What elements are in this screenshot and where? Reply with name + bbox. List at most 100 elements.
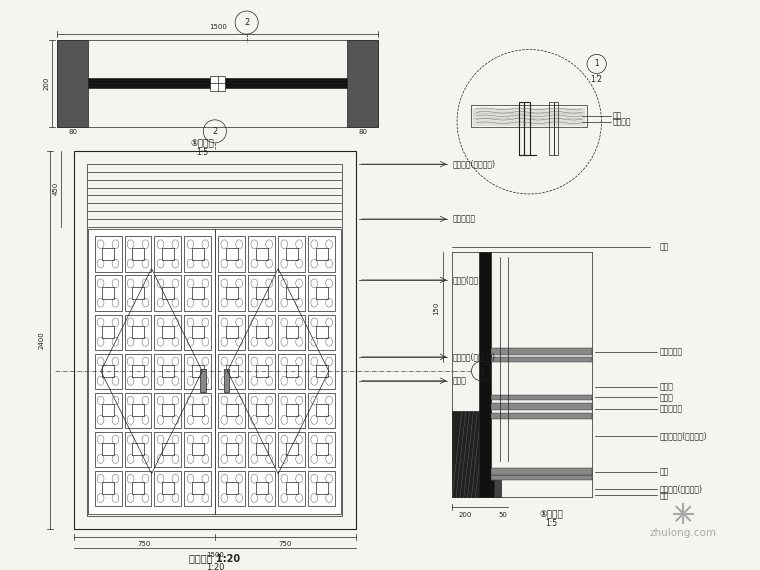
Bar <box>491 403 592 410</box>
Bar <box>125 237 151 271</box>
Bar <box>125 353 151 389</box>
Bar <box>94 275 122 311</box>
Bar <box>286 326 298 338</box>
Bar <box>309 393 335 428</box>
Bar <box>102 404 114 416</box>
Bar <box>102 248 114 260</box>
Bar <box>309 315 335 349</box>
Text: 2: 2 <box>212 127 217 136</box>
Bar <box>249 471 275 506</box>
Text: 1: 1 <box>479 367 483 376</box>
Bar <box>192 365 204 377</box>
Bar <box>132 365 144 377</box>
Bar <box>154 471 182 506</box>
Bar <box>286 287 298 299</box>
Bar <box>491 413 592 419</box>
Bar <box>102 287 114 299</box>
Bar <box>255 404 268 416</box>
Bar <box>192 287 204 299</box>
Bar <box>162 404 174 416</box>
Bar <box>315 482 328 494</box>
Bar <box>286 482 298 494</box>
Bar <box>315 287 328 299</box>
Bar <box>162 326 174 338</box>
Bar <box>185 275 211 311</box>
Bar <box>315 404 328 416</box>
Bar <box>218 471 245 506</box>
Text: 1:20: 1:20 <box>206 563 224 570</box>
Bar <box>154 353 182 389</box>
Bar <box>347 40 378 127</box>
Bar <box>192 404 204 416</box>
Text: 墙体: 墙体 <box>659 491 669 500</box>
Bar <box>102 443 114 455</box>
Bar <box>480 480 494 497</box>
Bar <box>309 353 335 389</box>
Bar <box>249 315 275 349</box>
Bar <box>215 229 341 514</box>
Bar <box>286 365 298 377</box>
Text: 750: 750 <box>138 540 151 547</box>
Bar <box>255 482 268 494</box>
Text: 450: 450 <box>52 182 59 196</box>
Bar <box>162 287 174 299</box>
Bar <box>132 287 144 299</box>
Bar <box>218 393 245 428</box>
Bar <box>125 315 151 349</box>
Text: 铝合金窗框: 铝合金窗框 <box>452 214 475 223</box>
Text: 门框: 门框 <box>659 468 669 477</box>
Bar <box>192 482 204 494</box>
Bar <box>226 287 238 299</box>
Bar <box>494 480 502 497</box>
Bar <box>154 275 182 311</box>
Bar <box>286 248 298 260</box>
Text: 门框线条(参见大样): 门框线条(参见大样) <box>452 352 496 361</box>
Bar <box>185 431 211 467</box>
Text: ①剤面图: ①剤面图 <box>539 510 563 519</box>
Bar <box>87 164 343 516</box>
Bar <box>278 471 306 506</box>
Bar <box>162 482 174 494</box>
Bar <box>201 369 206 392</box>
Bar <box>278 393 306 428</box>
Bar <box>218 275 245 311</box>
Bar <box>210 76 226 91</box>
Bar <box>226 365 238 377</box>
Bar <box>132 404 144 416</box>
Bar <box>192 326 204 338</box>
Text: 门套线条(参见大样): 门套线条(参见大样) <box>659 484 702 493</box>
Text: 门套线条(参见大样): 门套线条(参见大样) <box>452 160 496 169</box>
Bar <box>286 404 298 416</box>
Text: 密封胶: 密封胶 <box>659 382 673 391</box>
Bar <box>278 237 306 271</box>
Bar <box>154 431 182 467</box>
Text: 地板: 地板 <box>613 112 622 120</box>
Bar <box>94 471 122 506</box>
Bar <box>480 252 491 497</box>
Text: 1:5: 1:5 <box>545 519 557 528</box>
Bar <box>218 431 245 467</box>
Bar <box>88 79 347 88</box>
Bar <box>94 431 122 467</box>
Bar <box>58 40 378 127</box>
Bar <box>218 353 245 389</box>
Bar <box>125 275 151 311</box>
Text: 门把手: 门把手 <box>452 376 466 385</box>
Bar <box>255 287 268 299</box>
Bar <box>278 275 306 311</box>
Text: 门面板(铁艺): 门面板(铁艺) <box>452 275 481 284</box>
Bar <box>255 365 268 377</box>
Bar <box>278 431 306 467</box>
Text: ①平面图: ①平面图 <box>190 140 214 148</box>
Bar <box>518 103 524 156</box>
Bar <box>132 443 144 455</box>
Bar <box>226 482 238 494</box>
Text: zhulong.com: zhulong.com <box>650 528 717 538</box>
Bar <box>94 353 122 389</box>
Bar <box>185 353 211 389</box>
Bar <box>278 353 306 389</box>
Bar <box>549 103 554 156</box>
Bar <box>132 326 144 338</box>
Bar <box>154 315 182 349</box>
Bar <box>315 326 328 338</box>
